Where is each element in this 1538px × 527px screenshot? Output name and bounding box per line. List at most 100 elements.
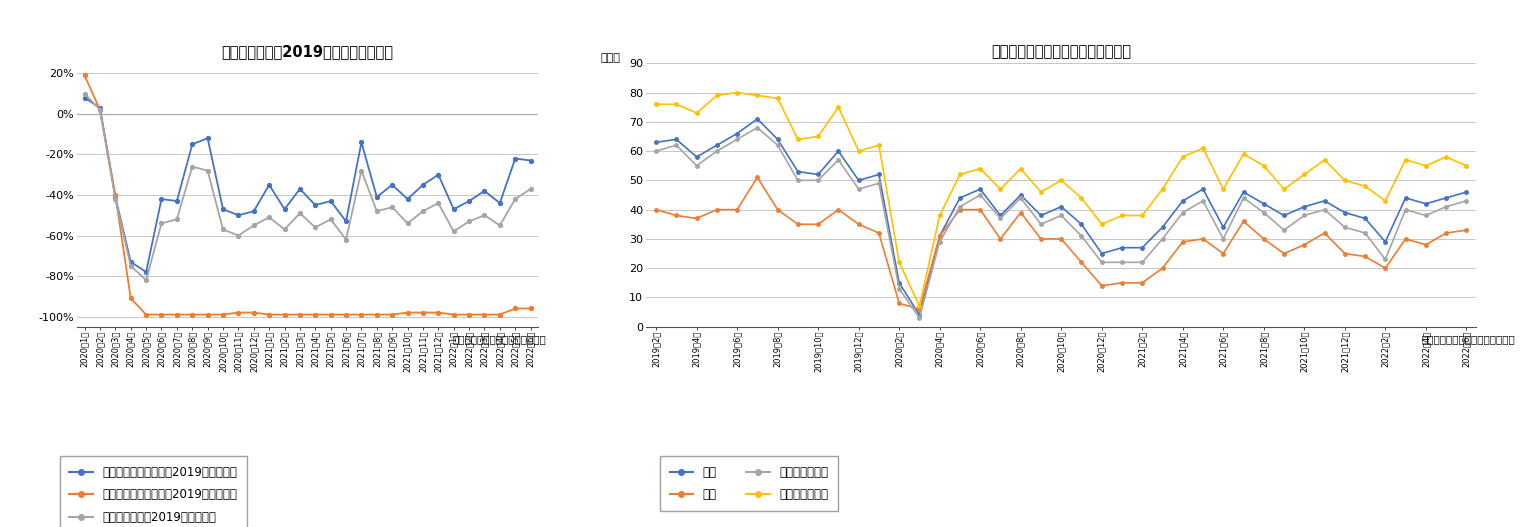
ビジネスホテル [1213, 186, 1232, 192]
ビジネスホテル [1456, 162, 1475, 169]
Text: （％）: （％） [600, 53, 620, 63]
旅館 [891, 300, 909, 307]
ビジネスホテル [1377, 198, 1395, 204]
リゾートホテル [1357, 230, 1375, 236]
全体 [910, 312, 929, 318]
旅館 [1295, 241, 1313, 248]
ビジネスホテル [707, 92, 726, 99]
リゾートホテル [1052, 212, 1070, 219]
旅館 [727, 207, 746, 213]
Text: （出典）観光庁「宿泊旅行統計」: （出典）観光庁「宿泊旅行統計」 [1421, 335, 1515, 345]
リゾートホテル [1173, 209, 1192, 216]
ビジネスホテル [950, 171, 969, 178]
旅館 [687, 215, 706, 221]
ビジネスホテル [769, 95, 787, 102]
旅館 [1377, 265, 1395, 271]
リゾートホテル [1397, 207, 1415, 213]
全体 [687, 154, 706, 160]
ビジネスホテル [829, 104, 847, 110]
全体 [1012, 192, 1030, 198]
リゾートホテル [1315, 207, 1333, 213]
リゾートホテル [1377, 256, 1395, 262]
リゾートホテル [1012, 195, 1030, 201]
旅館 [1173, 239, 1192, 245]
全体 [891, 280, 909, 286]
全体 [970, 186, 989, 192]
ビジネスホテル [970, 165, 989, 172]
Line: 旅館: 旅館 [654, 175, 1469, 311]
ビジネスホテル [1397, 157, 1415, 163]
全体 [869, 171, 887, 178]
全体 [1134, 245, 1152, 251]
全体 [1275, 212, 1293, 219]
ビジネスホテル [1154, 186, 1172, 192]
全体 [849, 177, 867, 183]
リゾートホテル [1456, 198, 1475, 204]
ビジネスホテル [1315, 157, 1333, 163]
リゾートホテル [1335, 224, 1353, 230]
ビジネスホテル [1295, 171, 1313, 178]
旅館 [829, 207, 847, 213]
旅館 [1072, 259, 1090, 266]
全体 [707, 142, 726, 149]
旅館 [1114, 280, 1132, 286]
全体 [809, 171, 827, 178]
旅館 [647, 207, 666, 213]
リゾートホテル [1154, 236, 1172, 242]
ビジネスホテル [727, 90, 746, 96]
旅館 [1357, 253, 1375, 260]
旅館 [1397, 236, 1415, 242]
全体 [1377, 239, 1395, 245]
全体 [990, 212, 1009, 219]
リゾートホテル [1255, 209, 1273, 216]
ビジネスホテル [687, 110, 706, 116]
ビジネスホテル [1072, 195, 1090, 201]
ビジネスホテル [1335, 177, 1353, 183]
ビジネスホテル [1032, 189, 1050, 195]
ビジネスホテル [849, 148, 867, 154]
全体 [950, 195, 969, 201]
旅館 [1235, 218, 1253, 225]
旅館 [1032, 236, 1050, 242]
Legend: 日本人延べ宿泊者数（2019年同月比）, 外国人延べ宿泊者数（2019年同月比）, 延べ宿泊者数（2019年同月比）: 日本人延べ宿泊者数（2019年同月比）, 外国人延べ宿泊者数（2019年同月比）… [60, 456, 246, 527]
全体 [647, 139, 666, 145]
旅館 [769, 207, 787, 213]
リゾートホテル [891, 286, 909, 292]
旅館 [849, 221, 867, 228]
リゾートホテル [849, 186, 867, 192]
Line: リゾートホテル: リゾートホテル [654, 126, 1469, 320]
Line: ビジネスホテル: ビジネスホテル [654, 91, 1469, 308]
リゾートホテル [727, 136, 746, 142]
リゾートホテル [950, 203, 969, 210]
全体 [1072, 221, 1090, 228]
旅館 [1436, 230, 1455, 236]
ビジネスホテル [1416, 162, 1435, 169]
旅館 [869, 230, 887, 236]
旅館 [667, 212, 686, 219]
リゾートホテル [970, 192, 989, 198]
ビジネスホテル [910, 303, 929, 309]
全体 [1193, 186, 1212, 192]
リゾートホテル [990, 215, 1009, 221]
ビジネスホテル [667, 101, 686, 108]
全体 [1397, 195, 1415, 201]
全体 [1092, 250, 1110, 257]
旅館 [809, 221, 827, 228]
旅館 [1416, 241, 1435, 248]
全体 [747, 116, 766, 122]
旅館 [1275, 250, 1293, 257]
旅館 [1092, 282, 1110, 289]
旅館 [970, 207, 989, 213]
全体 [1154, 224, 1172, 230]
旅館 [1052, 236, 1070, 242]
ビジネスホテル [1193, 145, 1212, 151]
全体 [789, 169, 807, 175]
ビジネスホテル [869, 142, 887, 149]
ビジネスホテル [1012, 165, 1030, 172]
ビジネスホテル [1114, 212, 1132, 219]
ビジネスホテル [891, 259, 909, 266]
全体 [1114, 245, 1132, 251]
全体 [667, 136, 686, 142]
全体 [1032, 212, 1050, 219]
Title: 宿泊施設タイプ別客室稼働率の推移: 宿泊施設タイプ別客室稼働率の推移 [990, 44, 1132, 60]
